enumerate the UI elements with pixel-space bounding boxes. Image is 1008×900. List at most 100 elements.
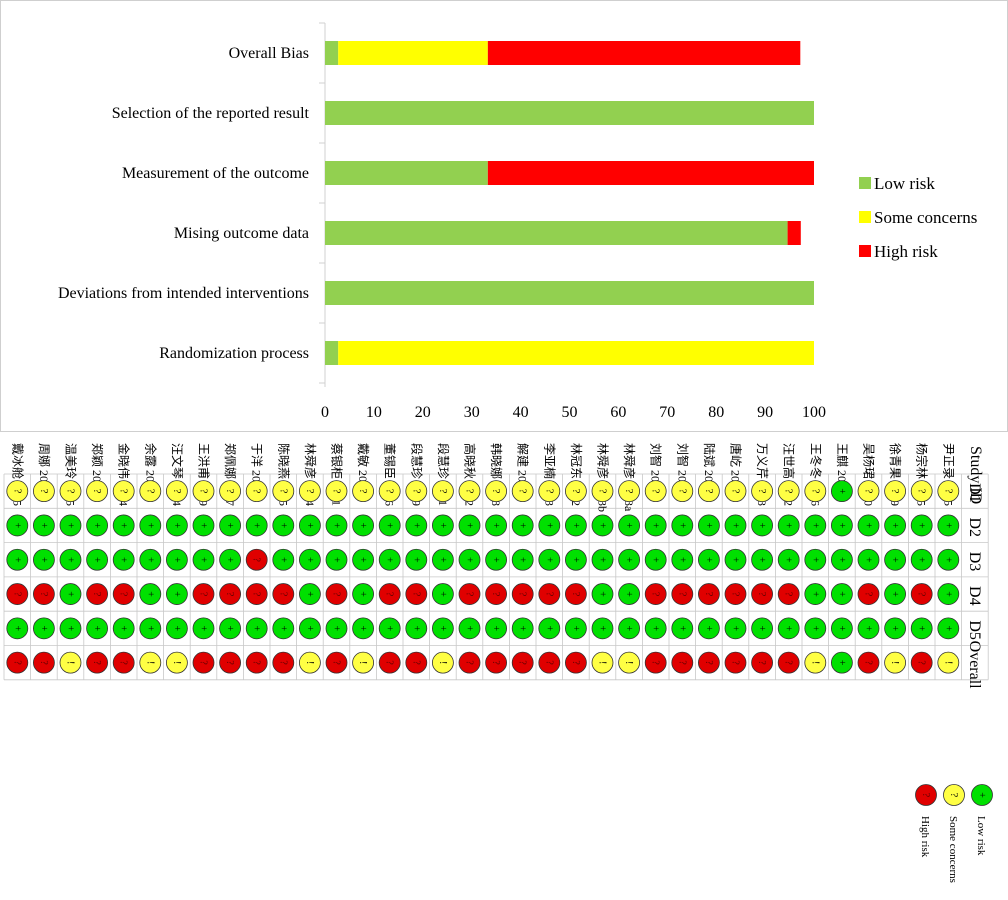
judgement-circle-d1 [910, 480, 933, 503]
judgement-circle-d5 [831, 617, 853, 640]
judgement-circle-d5 [272, 617, 295, 640]
judgement-circle-d2 [219, 514, 242, 537]
judgement-symbol: ? [198, 660, 209, 665]
judgement-symbol: ? [676, 489, 687, 494]
legend-circle-some-concerns [943, 784, 965, 806]
judgement-symbol: + [650, 626, 661, 632]
judgement-circle-overall [857, 651, 880, 674]
judgement-symbol: ? [650, 592, 661, 597]
judgement-circle-overall [59, 651, 82, 674]
x-tick-label-70: 70 [659, 404, 675, 421]
judgement-circle-overall [352, 651, 375, 674]
judgement-circle-d5 [325, 617, 348, 640]
judgement-circle-overall [884, 651, 906, 674]
judgement-circle-d5 [937, 617, 960, 640]
legend-swatch-some-concerns [859, 211, 871, 223]
judgement-symbol: ? [11, 660, 22, 665]
judgement-circle-d2 [724, 514, 747, 537]
judgement-symbol: + [570, 626, 581, 632]
judgement-symbol: ? [730, 660, 741, 665]
judgement-symbol: + [198, 557, 209, 563]
judgement-symbol: + [676, 557, 687, 563]
judgement-circle-d1 [245, 480, 268, 503]
legend-text-high-risk: High risk [919, 816, 931, 858]
judgement-symbol: + [437, 557, 448, 563]
judgement-symbol: + [942, 523, 953, 529]
judgement-symbol: + [490, 557, 501, 563]
judgement-circle-d1 [511, 480, 534, 503]
judgement-circle-d3 [724, 548, 747, 571]
judgement-symbol: ? [756, 660, 767, 665]
bar-deviations-from-intended-interventions-low-risk [325, 281, 814, 305]
x-tick-label-0: 0 [321, 404, 329, 421]
judgement-symbol: ? [38, 592, 49, 597]
domain-label-overall: Overall [966, 641, 983, 690]
judgement-circle-d5 [804, 617, 827, 640]
judgement-symbol: + [91, 626, 102, 632]
judgement-circle-d5 [139, 617, 162, 640]
judgement-circle-d5 [33, 617, 55, 640]
judgement-symbol: ? [118, 489, 129, 494]
judgement-circle-overall [325, 651, 348, 674]
judgement-symbol: + [703, 557, 714, 563]
judgement-symbol: ? [277, 489, 288, 494]
judgement-circle-d5 [6, 617, 29, 640]
judgement-circle-d1 [937, 480, 960, 503]
judgement-circle-overall [298, 651, 321, 674]
judgement-symbol: ? [91, 592, 102, 597]
judgement-circle-overall [804, 651, 827, 674]
judgement-circle-d3 [618, 548, 640, 571]
judgement-symbol: + [836, 591, 847, 597]
judgement-symbol: ? [783, 489, 794, 494]
judgement-circle-d3 [910, 548, 933, 571]
judgement-circle-d5 [378, 617, 401, 640]
judgement-symbol: + [384, 523, 395, 529]
judgement-symbol: ? [490, 660, 501, 665]
judgement-symbol: ? [198, 592, 209, 597]
judgement-circle-d3 [165, 548, 188, 571]
judgement-circle-d4 [165, 583, 188, 605]
judgement-symbol: ? [277, 660, 288, 665]
judgement-symbol: ? [118, 592, 129, 597]
judgement-circle-d1 [352, 480, 375, 503]
judgement-symbol: + [809, 557, 820, 563]
judgement-symbol: ? [251, 660, 262, 665]
judgement-circle-d2 [165, 514, 188, 537]
category-label-mising-outcome-data: Mising outcome data [174, 225, 309, 242]
judgement-circle-overall [192, 651, 215, 674]
judgement-circle-d4 [538, 583, 561, 605]
judgement-symbol: ? [863, 660, 874, 665]
judgement-symbol: + [703, 523, 714, 529]
judgement-symbol: ? [809, 489, 820, 494]
judgement-symbol: + [570, 523, 581, 529]
judgement-circle-d3 [405, 548, 428, 571]
judgement-circle-d4 [33, 583, 55, 605]
judgement-circle-d2 [618, 514, 640, 537]
judgement-symbol: + [65, 557, 76, 563]
judgement-circle-d1 [538, 480, 561, 503]
judgement-symbol: + [809, 626, 820, 632]
judgement-circle-d4 [6, 583, 29, 605]
bar-measurement-of-the-outcome-low-risk [325, 161, 488, 185]
judgement-symbol: ! [171, 661, 182, 664]
judgement-symbol: + [730, 523, 741, 529]
judgement-circle-d2 [831, 514, 853, 537]
judgement-symbol: + [91, 557, 102, 563]
judgement-symbol: + [437, 626, 448, 632]
judgement-symbol: + [597, 523, 608, 529]
judgement-symbol: ! [942, 661, 953, 664]
legend-swatch-low-risk [859, 177, 871, 189]
judgement-symbol: + [198, 626, 209, 632]
judgement-symbol: ! [809, 661, 820, 664]
judgement-symbol: ? [171, 489, 182, 494]
judgement-symbol: ? [570, 660, 581, 665]
judgement-symbol: ? [570, 592, 581, 597]
judgement-symbol: ? [144, 489, 155, 494]
judgement-circle-d5 [86, 617, 108, 640]
judgement-circle-d4 [910, 583, 933, 605]
judgement-symbol: + [410, 557, 421, 563]
judgement-circle-d4 [884, 583, 906, 605]
judgement-circle-d3 [59, 548, 82, 571]
risk-of-bias-summary-panel: Overall Bias Selection of the reported re… [0, 0, 1008, 432]
judgement-symbol: ? [410, 592, 421, 597]
